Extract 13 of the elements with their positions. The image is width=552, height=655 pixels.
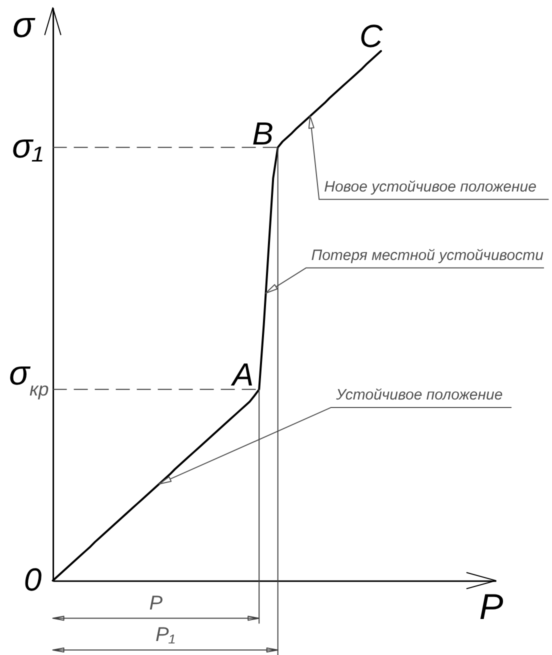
text: P₁	[156, 624, 176, 646]
annotation: B	[252, 115, 274, 152]
ref-line-label: σ$_{кр}$	[9, 354, 49, 399]
annotation: C	[359, 18, 384, 54]
y-axis-title: σ	[12, 4, 36, 46]
ref-line-label: σ₁	[12, 127, 44, 166]
text: P	[149, 592, 164, 614]
annotation: Потеря местной устойчивости	[311, 246, 544, 264]
annotation: Новое устойчивое положение	[324, 178, 536, 196]
annotation: A	[230, 356, 254, 392]
text: 0	[24, 562, 42, 598]
x-axis-title: P	[479, 586, 504, 628]
annotation: Устойчивое положение	[335, 386, 503, 404]
